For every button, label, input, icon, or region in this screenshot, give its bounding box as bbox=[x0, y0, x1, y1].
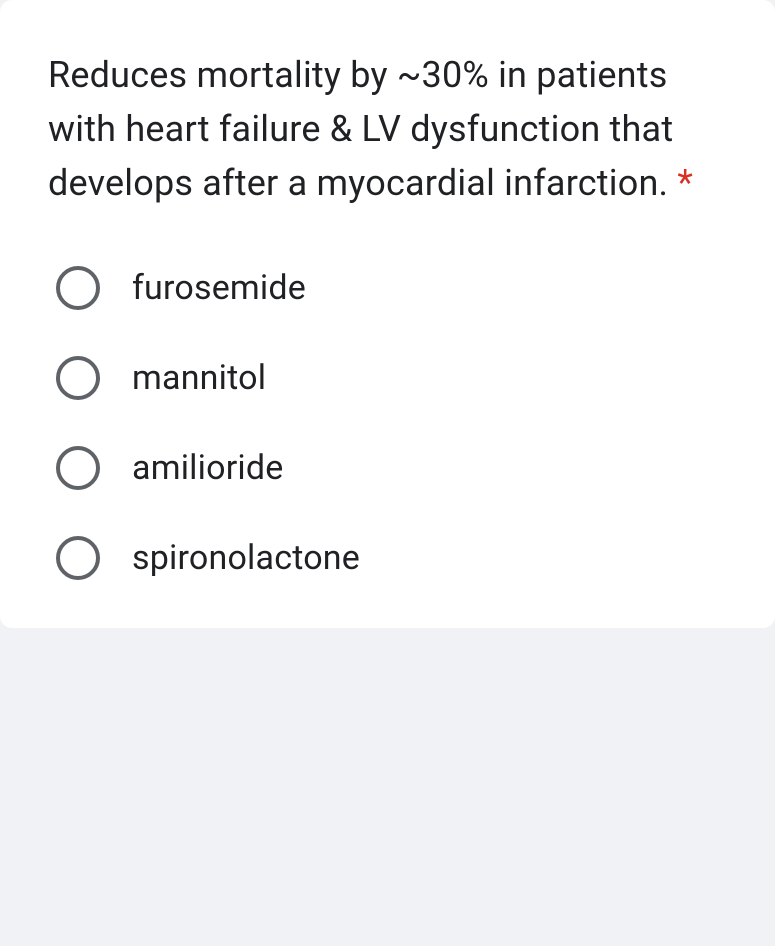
option-label: amilioride bbox=[132, 448, 284, 488]
option-mannitol[interactable]: mannitol bbox=[56, 356, 727, 400]
option-furosemide[interactable]: furosemide bbox=[56, 266, 727, 310]
required-asterisk: * bbox=[677, 162, 693, 204]
radio-icon bbox=[56, 356, 100, 400]
option-label: spironolactone bbox=[132, 538, 360, 578]
option-spironolactone[interactable]: spironolactone bbox=[56, 536, 727, 580]
question-text-content: Reduces mortality by ~30% in patients wi… bbox=[48, 54, 677, 204]
question-card: Reduces mortality by ~30% in patients wi… bbox=[0, 0, 775, 628]
question-text: Reduces mortality by ~30% in patients wi… bbox=[48, 48, 727, 210]
option-amilioride[interactable]: amilioride bbox=[56, 446, 727, 490]
option-label: furosemide bbox=[132, 268, 306, 308]
radio-icon bbox=[56, 446, 100, 490]
option-label: mannitol bbox=[132, 358, 266, 398]
radio-icon bbox=[56, 266, 100, 310]
options-group: furosemide mannitol amilioride spironola… bbox=[48, 266, 727, 580]
radio-icon bbox=[56, 536, 100, 580]
